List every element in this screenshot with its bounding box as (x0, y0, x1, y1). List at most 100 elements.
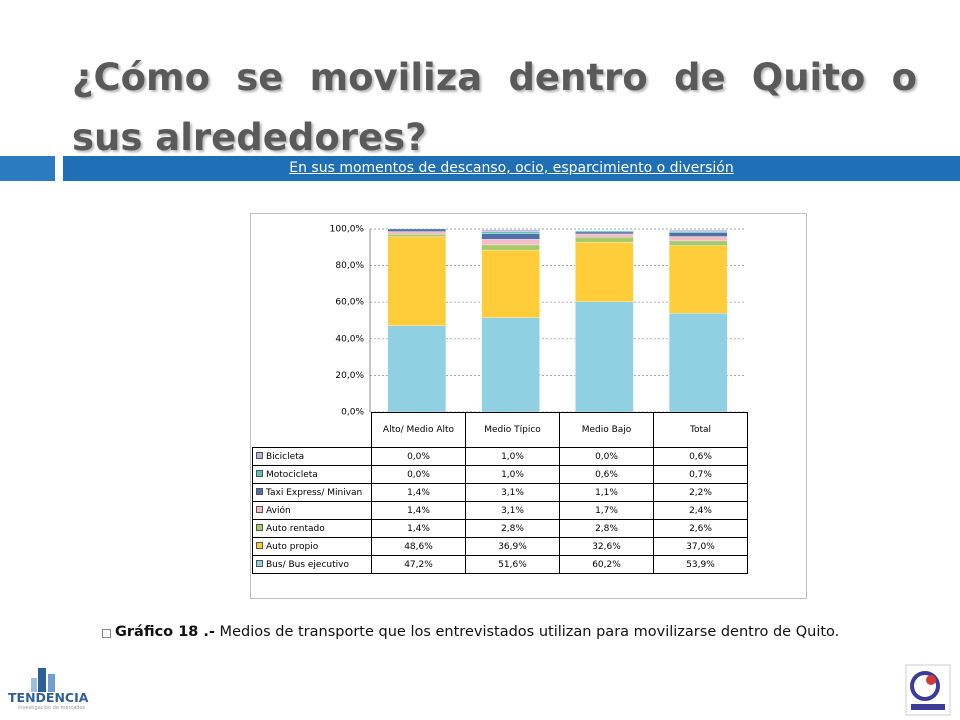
data-label: 53,9% (653, 555, 748, 574)
table-row: Avión 1,4% 3,1% 1,7% 2,4% (252, 501, 748, 520)
bar-segment (575, 230, 634, 233)
data-table: Alto/ Medio Alto Medio Típico Medio Bajo To… (252, 412, 748, 574)
x-tick-label: Medio Típico (465, 412, 560, 448)
y-tick-label: 0,0% (341, 408, 364, 418)
x-tick-label: Total (653, 412, 748, 448)
data-label: 1,7% (559, 501, 654, 520)
bar-segment (668, 229, 728, 232)
bar-segment (387, 233, 447, 237)
legend-entry: Bus/ Bus ejecutivo (252, 555, 372, 574)
caption-label: Gráfico 18 .- (115, 624, 215, 640)
data-label: 3,1% (465, 501, 560, 520)
data-label: 47,2% (371, 555, 466, 574)
data-label: 0,0% (559, 447, 654, 466)
bullet (102, 629, 111, 638)
data-label: 2,2% (653, 483, 748, 502)
subtitle: En sus momentos de descanso, ocio, espar… (289, 160, 734, 176)
bar-segment (668, 231, 728, 233)
table-header: Alto/ Medio Alto Medio Típico Medio Bajo To… (253, 412, 748, 448)
bar-segment (387, 231, 447, 235)
y-tick-label: 20,0% (335, 371, 364, 381)
chart-frame (250, 213, 807, 599)
data-label: 0,7% (653, 465, 748, 484)
bar-segment (481, 231, 540, 234)
legend-label: Bicicleta (266, 451, 305, 462)
y-tick-label: 80,0% (335, 261, 364, 271)
bar-segment (481, 244, 540, 251)
y-tick-label: 40,0% (335, 334, 364, 344)
legend-swatch (256, 505, 263, 513)
data-label: 32,6% (559, 537, 654, 556)
legend-swatch (256, 487, 263, 495)
data-label: 1,4% (371, 501, 466, 520)
legend-swatch (256, 559, 263, 567)
bar-segment (668, 245, 728, 314)
data-label: 51,6% (465, 555, 560, 574)
data-label: 1,4% (371, 519, 466, 538)
caption: Gráfico 18 .- Medios de transporte que l… (115, 624, 839, 640)
data-label: 1,0% (465, 465, 560, 484)
logo-tagline: investigación de mercados (18, 705, 86, 711)
bar-segment (668, 232, 728, 237)
table-row: Bicicleta 0,0% 1,0% 0,0% 0,6% (252, 447, 748, 466)
data-label: 3,1% (465, 483, 560, 502)
legend-label: Taxi Express/ Minivan (266, 487, 363, 498)
data-label: 1,1% (559, 483, 654, 502)
table-row: Motocicleta 0,0% 1,0% 0,6% 0,7% (252, 465, 748, 484)
bar-segment (387, 325, 447, 413)
data-label: 1,0% (465, 447, 560, 466)
data-label: 60,2% (559, 555, 654, 574)
slide-title: ¿Cómo se moviliza dentro de Quito o sus … (72, 56, 917, 159)
bar-segment (481, 229, 540, 232)
table-row: Auto propio 48,6% 36,9% 32,6% 37,0% (252, 537, 748, 556)
bar-segment (668, 236, 728, 242)
data-label: 36,9% (465, 537, 560, 556)
logo-name: TENDENCIA (8, 690, 89, 705)
legend-swatch (256, 523, 263, 531)
legend-entry: Motocicleta (252, 465, 372, 484)
data-label: 0,0% (371, 465, 466, 484)
data-label: 2,6% (653, 519, 748, 538)
bar-segment (481, 239, 540, 246)
legend-label: Avión (266, 505, 291, 516)
subtitle-band (63, 156, 960, 181)
legend-label: Motocicleta (266, 469, 318, 480)
data-label: 2,8% (559, 519, 654, 538)
legend-swatch (256, 451, 263, 459)
bar-segment (481, 249, 540, 318)
y-tick-label: 60,0% (335, 298, 364, 308)
data-label: 2,8% (465, 519, 560, 538)
legend-label: Bus/ Bus ejecutivo (266, 559, 349, 570)
bar-segment (575, 301, 634, 413)
bar-segment (575, 233, 634, 238)
legend-entry: Auto propio (252, 537, 372, 556)
bar-segment (387, 236, 447, 326)
data-label: 0,0% (371, 447, 466, 466)
right-logo (905, 664, 951, 716)
bar-segment (668, 313, 728, 413)
legend-label: Auto propio (266, 541, 319, 552)
data-label: 37,0% (653, 537, 748, 556)
legend-entry: Avión (252, 501, 372, 520)
data-label: 2,4% (653, 501, 748, 520)
table-row: Auto rentado 1,4% 2,8% 2,8% 2,6% (252, 519, 748, 538)
legend-entry: Auto rentado (252, 519, 372, 538)
caption-text: Medios de transporte que los entrevistad… (214, 624, 840, 640)
data-label: 1,4% (371, 483, 466, 502)
x-tick-label: Medio Bajo (559, 412, 654, 448)
legend-swatch (256, 469, 263, 477)
bar-segment (481, 317, 540, 413)
bar-segment (575, 236, 634, 243)
x-tick-label: Alto/ Medio Alto (371, 412, 466, 448)
blank-cell (253, 413, 372, 448)
legend-entry: Bicicleta (252, 447, 372, 466)
data-label: 0,6% (559, 465, 654, 484)
bar-segment (575, 242, 634, 302)
legend-swatch (256, 541, 263, 549)
bar-segment (481, 233, 540, 240)
data-label: 48,6% (371, 537, 466, 556)
bar-segment (575, 231, 634, 235)
accent-block (0, 156, 55, 181)
